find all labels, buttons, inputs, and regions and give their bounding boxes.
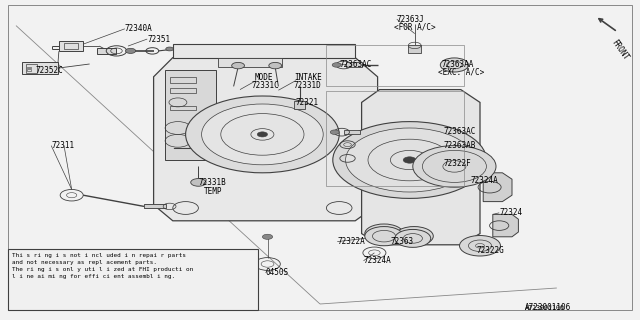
Bar: [344, 130, 360, 134]
Text: 72351: 72351: [147, 35, 170, 44]
Bar: [170, 106, 196, 110]
Bar: [165, 70, 216, 160]
Circle shape: [269, 62, 282, 69]
Bar: [144, 204, 166, 208]
Circle shape: [346, 128, 474, 192]
Text: 72322G: 72322G: [477, 246, 504, 255]
Circle shape: [333, 122, 486, 198]
Text: 72363: 72363: [390, 237, 413, 246]
Text: FRONT: FRONT: [609, 38, 630, 62]
Bar: [26, 64, 37, 73]
Text: 72363AA: 72363AA: [442, 60, 474, 68]
Text: 72363AC: 72363AC: [339, 60, 372, 68]
Text: A723001106: A723001106: [525, 303, 571, 312]
Text: 72324A: 72324A: [470, 176, 498, 185]
Circle shape: [395, 227, 433, 246]
Bar: [326, 91, 464, 186]
Bar: [326, 45, 464, 86]
Text: 72331D: 72331D: [293, 81, 321, 90]
Bar: [173, 44, 355, 58]
Text: MODE: MODE: [255, 73, 273, 82]
Text: 72340A: 72340A: [125, 24, 152, 33]
Circle shape: [380, 231, 388, 236]
Text: 72321: 72321: [296, 98, 319, 107]
Polygon shape: [493, 214, 518, 237]
Circle shape: [440, 58, 468, 72]
Bar: [97, 48, 116, 54]
Circle shape: [166, 47, 173, 51]
Text: 72331B: 72331B: [198, 178, 226, 187]
Text: 72331C: 72331C: [252, 81, 279, 90]
Bar: [22, 62, 58, 74]
Circle shape: [413, 146, 496, 187]
Bar: [170, 88, 196, 93]
Text: 72363J: 72363J: [397, 15, 424, 24]
Bar: [27, 67, 31, 68]
Bar: [218, 58, 282, 67]
Bar: [27, 69, 31, 71]
Bar: [408, 45, 421, 53]
Circle shape: [202, 104, 323, 165]
Circle shape: [332, 63, 341, 67]
Bar: [59, 41, 83, 51]
Bar: [8, 249, 258, 310]
Bar: [64, 43, 78, 49]
Text: <FOR A/C>: <FOR A/C>: [394, 22, 435, 31]
Circle shape: [460, 236, 500, 256]
Text: INTAKE: INTAKE: [294, 73, 322, 82]
Circle shape: [262, 234, 273, 239]
Text: 72311: 72311: [51, 141, 74, 150]
Text: Thi s ri ng i s not i ncl uded i n repai r parts
and not necessary as repl aceme: Thi s ri ng i s not i ncl uded i n repai…: [12, 253, 193, 279]
Circle shape: [232, 62, 244, 69]
Text: 72322F: 72322F: [444, 159, 471, 168]
Circle shape: [365, 224, 403, 243]
Text: 72324A: 72324A: [364, 256, 391, 265]
Text: 72363AB: 72363AB: [444, 141, 476, 150]
Text: 72324: 72324: [499, 208, 522, 217]
Polygon shape: [154, 58, 378, 221]
Polygon shape: [483, 173, 512, 202]
Bar: [170, 77, 196, 83]
Circle shape: [330, 130, 339, 134]
Text: 72352C: 72352C: [35, 66, 63, 75]
Text: TEMP: TEMP: [204, 187, 222, 196]
Text: 0450S: 0450S: [266, 268, 289, 277]
Polygon shape: [362, 90, 480, 245]
Circle shape: [186, 96, 339, 173]
Text: 72322A: 72322A: [337, 237, 365, 246]
Circle shape: [395, 229, 431, 247]
Text: 72363AC: 72363AC: [444, 127, 476, 136]
Circle shape: [191, 179, 206, 186]
Circle shape: [365, 227, 403, 246]
Circle shape: [125, 48, 136, 53]
Bar: [346, 62, 362, 67]
Circle shape: [403, 157, 416, 163]
Circle shape: [257, 132, 268, 137]
Text: <EXC. A/C>: <EXC. A/C>: [438, 68, 484, 76]
Bar: [294, 101, 305, 109]
Text: A723001106: A723001106: [525, 305, 564, 311]
